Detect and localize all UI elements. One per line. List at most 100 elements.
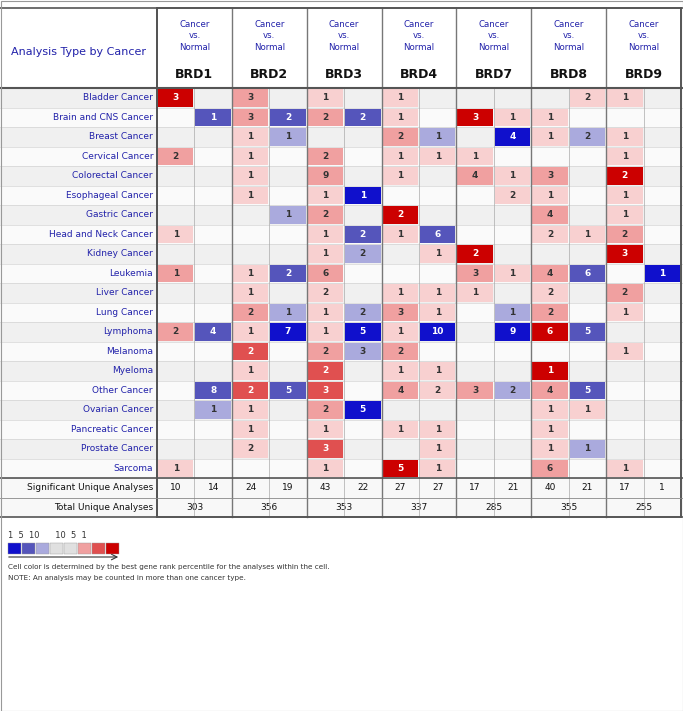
Bar — [308, 420, 343, 438]
Bar — [532, 362, 568, 380]
Text: BRD4: BRD4 — [400, 68, 438, 82]
Bar — [345, 225, 380, 243]
Bar — [345, 186, 380, 204]
Bar — [607, 304, 643, 321]
Bar — [157, 283, 681, 302]
Text: 1: 1 — [510, 171, 516, 181]
Bar — [157, 127, 681, 146]
Text: BRD1: BRD1 — [176, 68, 214, 82]
Bar — [157, 380, 681, 400]
Text: 1: 1 — [397, 230, 404, 239]
Text: 1: 1 — [434, 132, 441, 141]
Bar — [308, 109, 343, 126]
Bar — [157, 264, 681, 283]
Bar — [0, 88, 157, 107]
Bar — [420, 245, 456, 262]
Bar — [458, 147, 493, 165]
Text: 4: 4 — [472, 171, 478, 181]
Bar — [570, 440, 605, 457]
Bar — [532, 225, 568, 243]
Text: 1  5  10      10  5  1: 1 5 10 10 5 1 — [8, 531, 87, 540]
Bar — [458, 245, 493, 262]
Text: 10: 10 — [432, 327, 444, 336]
Text: 2: 2 — [247, 347, 253, 356]
Bar — [308, 245, 343, 262]
Text: 21: 21 — [507, 483, 518, 492]
Text: Cervical Cancer: Cervical Cancer — [81, 151, 153, 161]
Text: 4: 4 — [547, 210, 553, 219]
Bar — [233, 89, 268, 107]
Bar — [420, 225, 456, 243]
Bar — [420, 128, 456, 146]
Text: 24: 24 — [245, 483, 256, 492]
Bar — [8, 543, 21, 554]
Text: 1: 1 — [397, 327, 404, 336]
Bar — [270, 264, 306, 282]
Bar — [158, 89, 193, 107]
Bar — [495, 382, 530, 399]
Text: 2: 2 — [247, 444, 253, 453]
Text: Brain and CNS Cancer: Brain and CNS Cancer — [53, 113, 153, 122]
Text: 3: 3 — [472, 113, 478, 122]
Bar — [233, 401, 268, 419]
Bar — [532, 284, 568, 301]
Bar — [607, 225, 643, 243]
Text: 2: 2 — [397, 132, 404, 141]
Text: Total Unique Analyses: Total Unique Analyses — [54, 503, 153, 512]
Text: 3: 3 — [322, 386, 329, 395]
Bar — [495, 186, 530, 204]
Bar — [195, 323, 231, 341]
Bar — [0, 186, 157, 205]
Bar — [308, 323, 343, 341]
Bar — [0, 127, 157, 146]
Text: 1: 1 — [547, 113, 553, 122]
Text: 4: 4 — [397, 386, 404, 395]
Bar — [420, 284, 456, 301]
Text: 1: 1 — [360, 191, 366, 200]
Bar — [0, 225, 157, 244]
Text: 1: 1 — [322, 250, 329, 258]
Bar — [308, 362, 343, 380]
Text: 1: 1 — [397, 151, 404, 161]
Text: 1: 1 — [547, 132, 553, 141]
Bar — [157, 361, 681, 380]
Text: 1: 1 — [247, 132, 253, 141]
Text: 1: 1 — [622, 151, 628, 161]
Text: 5: 5 — [285, 386, 291, 395]
Bar — [308, 186, 343, 204]
Text: 17: 17 — [619, 483, 630, 492]
Text: 22: 22 — [357, 483, 369, 492]
Text: 5: 5 — [360, 405, 366, 415]
Bar — [158, 147, 193, 165]
Text: Cancer
vs.
Normal: Cancer vs. Normal — [253, 21, 285, 52]
Bar — [233, 167, 268, 184]
Bar — [270, 382, 306, 399]
Text: 27: 27 — [432, 483, 443, 492]
Bar — [92, 543, 105, 554]
Bar — [233, 382, 268, 399]
Text: 303: 303 — [186, 503, 203, 512]
Bar — [382, 284, 418, 301]
Bar — [157, 107, 681, 127]
Bar — [233, 420, 268, 438]
Text: 1: 1 — [322, 327, 329, 336]
Bar — [157, 225, 681, 244]
Text: Head and Neck Cancer: Head and Neck Cancer — [49, 230, 153, 239]
Bar — [308, 147, 343, 165]
Text: 1: 1 — [173, 269, 179, 278]
Text: 3: 3 — [247, 93, 253, 102]
Text: 3: 3 — [547, 171, 553, 181]
Bar — [607, 284, 643, 301]
Bar — [0, 498, 683, 517]
Text: 1: 1 — [547, 405, 553, 415]
Text: 3: 3 — [397, 308, 404, 316]
Text: 19: 19 — [282, 483, 294, 492]
Bar — [458, 167, 493, 184]
Bar — [0, 380, 157, 400]
Text: 17: 17 — [469, 483, 481, 492]
Bar — [233, 304, 268, 321]
Text: Breast Cancer: Breast Cancer — [89, 132, 153, 141]
Bar — [0, 146, 157, 166]
Text: 10: 10 — [170, 483, 182, 492]
Bar — [495, 109, 530, 126]
